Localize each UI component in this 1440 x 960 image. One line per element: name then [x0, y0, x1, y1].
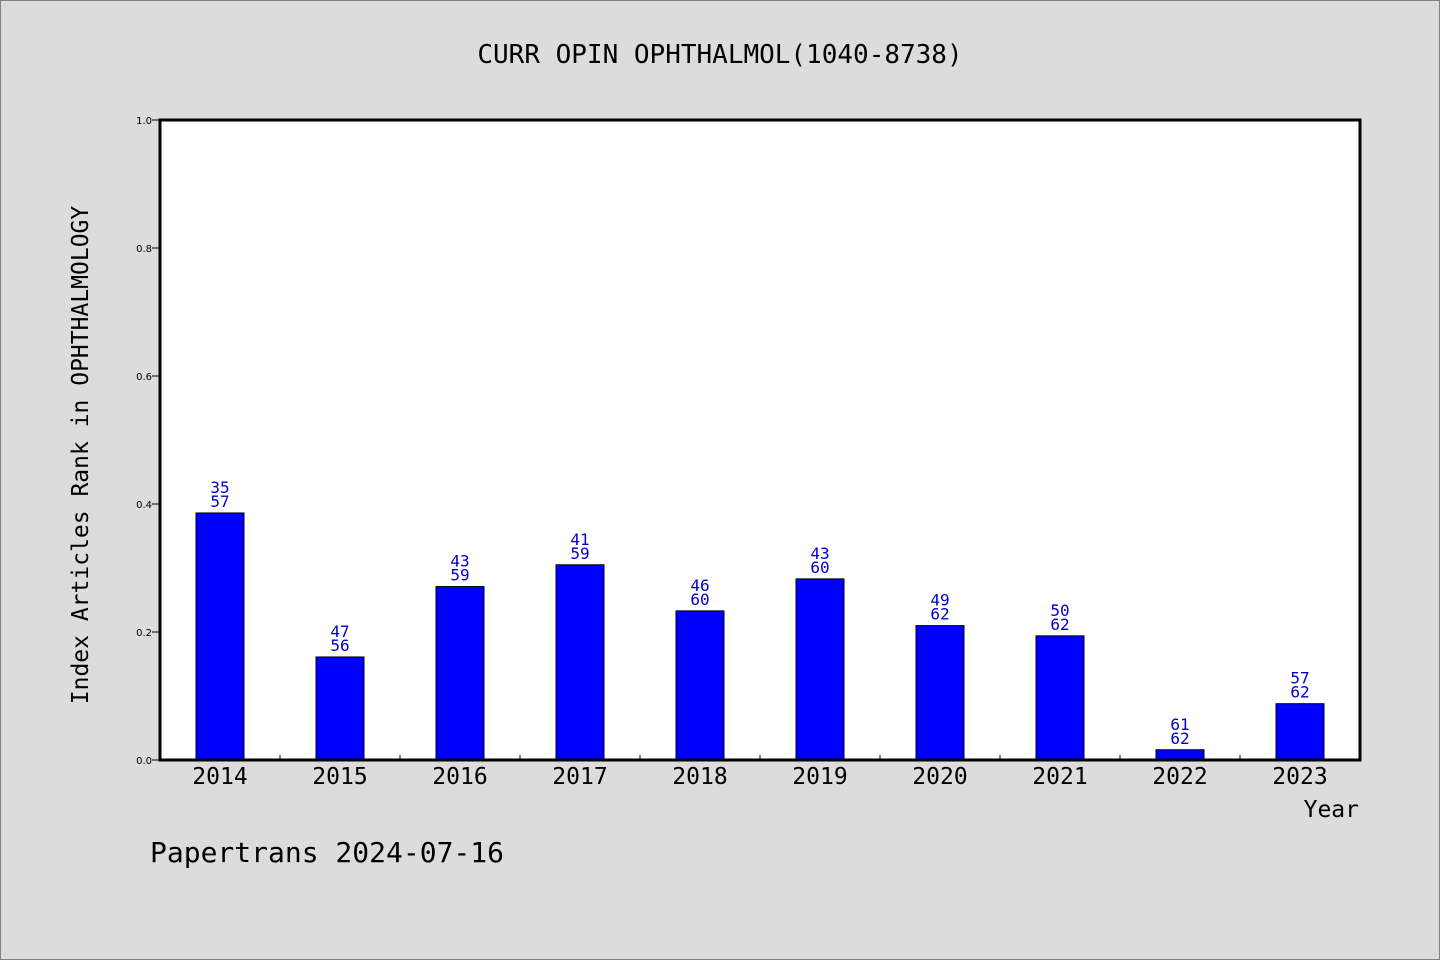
y-tick-label: 0.4 — [136, 500, 152, 511]
bar-rank-label: 61 — [1170, 715, 1189, 734]
bar-total-label: 56 — [330, 636, 349, 655]
bar — [1035, 635, 1085, 761]
bar — [1155, 749, 1205, 761]
x-tick-label: 2018 — [672, 764, 727, 790]
x-tick-label: 2014 — [192, 764, 247, 790]
bar — [315, 656, 365, 761]
y-axis-label: Index Articles Rank in OPHTHALMOLOGY — [68, 206, 94, 705]
x-tick-label: 2021 — [1032, 764, 1087, 790]
bar-rank-label: 57 — [1290, 669, 1309, 688]
bar-rank-label: 49 — [930, 591, 949, 610]
bar — [675, 610, 725, 761]
x-tick-label: 2022 — [1152, 764, 1207, 790]
bar-rank-label: 43 — [450, 552, 469, 571]
bar — [915, 625, 965, 761]
y-tick-label: 1.0 — [136, 116, 152, 127]
plot-area — [160, 120, 1360, 760]
footer-text: Papertrans 2024-07-16 — [150, 836, 504, 869]
y-tick-label: 0.8 — [136, 244, 152, 255]
bar-rank-label: 41 — [570, 530, 589, 549]
bar-total-label: 57 — [210, 492, 229, 511]
bar-total-label: 59 — [570, 544, 589, 563]
bar — [195, 512, 245, 761]
bar-rank-label: 43 — [810, 544, 829, 563]
x-tick-label: 2016 — [432, 764, 487, 790]
x-tick-label: 2015 — [312, 764, 367, 790]
bar-rank-label: 50 — [1050, 601, 1069, 620]
bar-total-label: 60 — [810, 558, 829, 577]
x-tick-label: 2023 — [1272, 764, 1327, 790]
y-tick-label: 0.6 — [136, 372, 152, 383]
y-tick-label: 0.2 — [136, 628, 152, 639]
chart-title: CURR OPIN OPHTHALMOL(1040-8738) — [477, 40, 962, 70]
bar — [435, 586, 485, 761]
bar-rank-label: 35 — [210, 478, 229, 497]
bar-total-label: 62 — [1050, 615, 1069, 634]
bar — [795, 578, 845, 761]
bar-total-label: 62 — [1290, 683, 1309, 702]
y-tick-label: 0.0 — [136, 756, 152, 767]
bar — [1275, 703, 1325, 761]
x-axis-label: Year — [1304, 797, 1359, 823]
bar-total-label: 60 — [690, 590, 709, 609]
bar-rank-label: 47 — [330, 622, 349, 641]
bar-total-label: 62 — [930, 605, 949, 624]
chart-marks: 0.00.20.40.60.81.03557201447562015435920… — [136, 116, 1328, 790]
x-tick-label: 2017 — [552, 764, 607, 790]
bar-total-label: 59 — [450, 566, 469, 585]
plot-border — [158, 118, 1362, 762]
bar-rank-label: 46 — [690, 576, 709, 595]
bar — [555, 564, 605, 761]
x-tick-label: 2019 — [792, 764, 847, 790]
bar-total-label: 62 — [1170, 729, 1189, 748]
x-tick-label: 2020 — [912, 764, 967, 790]
